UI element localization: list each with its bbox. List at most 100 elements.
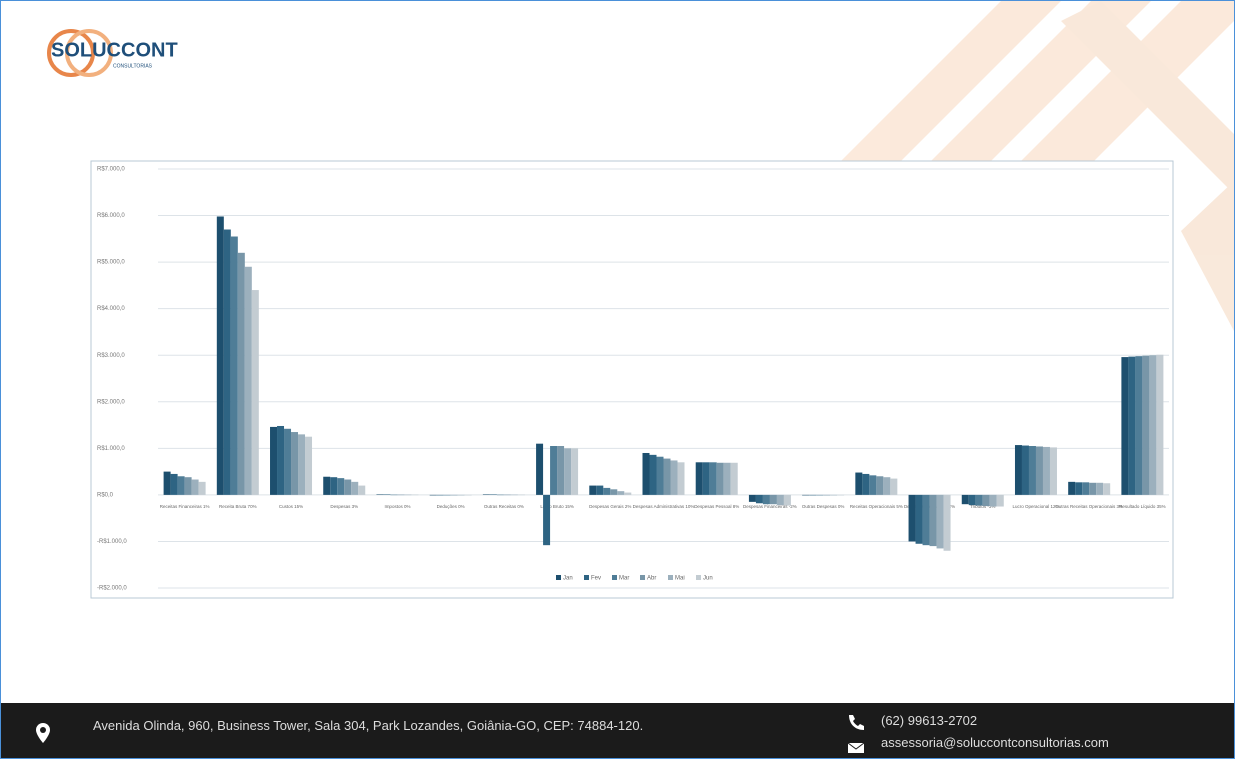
y-tick-label: R$6.000,0 — [97, 213, 125, 219]
bar — [1035, 446, 1043, 495]
x-tick-label: Receita Bruta 70% — [219, 504, 257, 509]
y-tick-label: R$7.000,0 — [97, 167, 125, 173]
bar — [989, 494, 997, 507]
bar — [198, 481, 206, 495]
bar — [1028, 446, 1036, 495]
bar — [464, 494, 472, 496]
bar — [883, 477, 891, 495]
bar — [603, 487, 611, 495]
x-tick-label: Lucro Bruto 15% — [540, 504, 574, 509]
bar — [1082, 482, 1090, 495]
bar — [1142, 355, 1150, 495]
bar — [862, 473, 870, 495]
x-tick-label: Despesas Gerais 2% — [589, 504, 631, 509]
bar — [277, 425, 285, 495]
bar — [1021, 445, 1029, 495]
bar — [809, 494, 817, 496]
bar — [163, 471, 171, 495]
chart-frame — [90, 160, 1174, 599]
bar — [216, 216, 224, 495]
bar — [642, 452, 650, 495]
bar — [830, 494, 838, 496]
bar — [298, 434, 306, 495]
bar — [855, 472, 863, 495]
bar — [517, 494, 525, 496]
logo-sub: CONSULTORIAS — [113, 63, 153, 69]
bar — [251, 290, 259, 495]
bar — [837, 494, 845, 496]
bar — [404, 494, 412, 496]
bar — [1068, 481, 1076, 495]
bar — [457, 494, 465, 496]
legend-swatch — [556, 575, 561, 580]
legend-swatch — [668, 575, 673, 580]
x-tick-label: Despesas Administrativas 10% — [633, 504, 695, 509]
bar — [876, 476, 884, 495]
bar — [769, 494, 777, 505]
x-tick-label: Outras Despesas 0% — [802, 504, 845, 509]
bar — [908, 494, 916, 542]
bar — [802, 494, 810, 496]
x-tick-label: Despesas Pessoal 8% — [694, 504, 739, 509]
bar — [709, 462, 717, 495]
x-tick-label: Receitas Operacionais 5% — [850, 504, 903, 509]
bar — [390, 494, 398, 496]
bar — [1103, 483, 1111, 495]
x-tick-label: Resultado Líquido 35% — [1119, 504, 1166, 509]
bar — [624, 492, 632, 495]
x-tick-label: Outras Receitas 0% — [484, 504, 524, 509]
bar — [1014, 445, 1022, 495]
x-tick-label: Lucro Operacional 12% — [1012, 504, 1059, 509]
bar — [536, 443, 544, 495]
bar — [191, 479, 199, 495]
bar — [617, 491, 625, 495]
legend-label: Mar — [619, 576, 629, 582]
bar — [1128, 356, 1136, 495]
bar — [482, 494, 490, 495]
bar — [589, 485, 597, 495]
bar — [702, 462, 710, 495]
bar — [1049, 447, 1057, 495]
bar — [230, 236, 238, 495]
x-tick-label: Receitas Financeiras 1% — [160, 504, 210, 509]
bar — [922, 494, 930, 546]
bar — [890, 478, 898, 495]
bar — [961, 494, 969, 505]
bar — [291, 432, 299, 495]
bar — [723, 462, 731, 495]
bar — [730, 462, 738, 495]
bar — [783, 494, 791, 506]
bar — [716, 462, 724, 495]
bar — [649, 454, 657, 495]
bar — [543, 494, 551, 546]
bar — [450, 494, 458, 496]
canvas: SOLUCCONT CONSULTORIAS -R$2.000,0 -R$1.00… — [47, 1, 1234, 599]
x-tick-label: Outras Receitas Operacionais 3% — [1055, 504, 1123, 509]
bar — [284, 428, 292, 495]
legend-label: Jun — [703, 576, 713, 582]
email: assessoria@soluccontconsultorias.com — [881, 735, 1109, 750]
bar — [1096, 482, 1104, 495]
bar — [358, 485, 366, 495]
bar — [869, 475, 877, 495]
bar — [170, 473, 178, 495]
bar — [663, 458, 671, 495]
location-icon — [36, 723, 50, 743]
phone: (62) 99613-2702 — [881, 713, 978, 728]
bar — [489, 494, 497, 495]
y-tick-label: -R$2.000,0 — [97, 586, 127, 592]
bar — [337, 478, 345, 495]
bar — [670, 460, 678, 495]
bar — [1042, 446, 1050, 495]
y-tick-label: R$3.000,0 — [97, 353, 125, 359]
x-tick-label: Despesas 3% — [330, 504, 358, 509]
address: Avenida Olinda, 960, Business Tower, Sal… — [93, 718, 644, 733]
bar — [996, 494, 1004, 507]
bar — [915, 494, 923, 544]
bar — [557, 446, 565, 495]
legend-swatch — [584, 575, 589, 580]
bar — [496, 494, 504, 496]
bar — [564, 448, 572, 495]
bar — [656, 456, 664, 495]
bar — [1149, 355, 1157, 495]
